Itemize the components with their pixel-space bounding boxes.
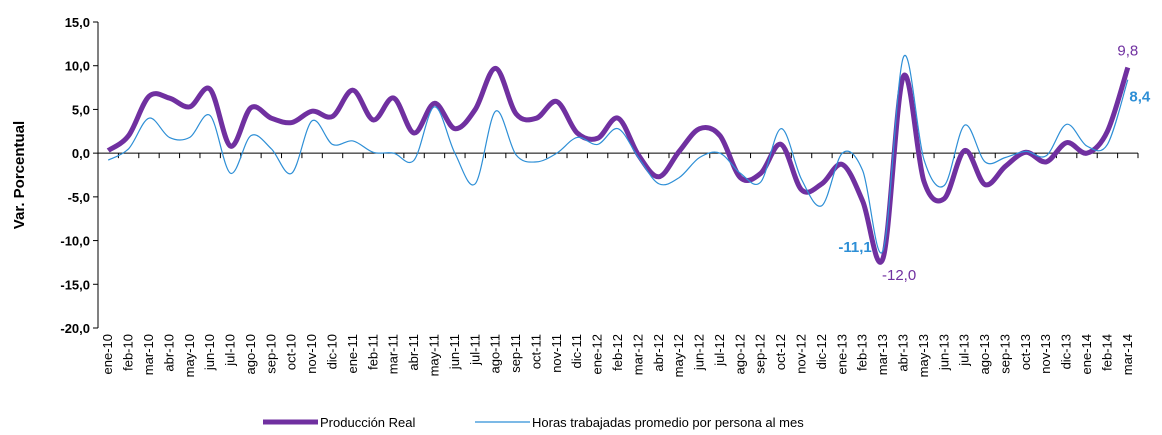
x-tick-label: ago-11: [488, 334, 503, 374]
x-tick-label: feb-11: [365, 334, 380, 370]
x-tick-label: dic-12: [814, 334, 829, 369]
x-tick-label: ene-12: [590, 334, 605, 374]
x-tick-label: jun-13: [936, 334, 951, 371]
x-tick-label: may-13: [916, 334, 931, 377]
y-tick-label: 0,0: [72, 146, 90, 161]
y-axis-title: Var. Porcentual: [11, 121, 28, 229]
x-tick-label: dic-11: [569, 334, 584, 368]
x-tick-label: oct-10: [284, 334, 299, 370]
x-tick-label: jul-10: [223, 334, 238, 367]
x-tick-label: may-10: [182, 334, 197, 377]
x-tick-label: jun-11: [447, 334, 462, 370]
y-tick-label: -20,0: [60, 321, 90, 336]
y-tick-label: -10,0: [60, 234, 90, 249]
x-tick-label: nov-11: [549, 334, 564, 373]
x-tick-label: jun-12: [692, 334, 707, 371]
data-label: 8,4: [1129, 89, 1151, 106]
y-tick-label: 15,0: [65, 15, 90, 30]
x-tick-label: mar-11: [386, 334, 401, 374]
x-tick-label: sep-12: [753, 334, 768, 374]
series-line: [107, 54, 1129, 254]
x-tick-label: ene-14: [1079, 334, 1094, 374]
x-tick-label: nov-12: [794, 334, 809, 374]
x-tick-label: sep-13: [997, 334, 1012, 374]
x-tick-label: feb-14: [1099, 334, 1114, 371]
x-tick-label: ago-10: [243, 334, 258, 374]
x-tick-label: feb-13: [855, 334, 870, 371]
x-tick-label: ene-11: [345, 334, 360, 374]
x-tick-label: may-12: [671, 334, 686, 377]
x-tick-label: may-11: [426, 334, 441, 376]
legend-label: Horas trabajadas promedio por persona al…: [532, 415, 804, 430]
x-tick-label: sep-11: [508, 334, 523, 373]
x-tick-label: oct-12: [773, 334, 788, 370]
x-tick-label: jul-13: [957, 334, 972, 367]
x-tick-label: nov-10: [304, 334, 319, 374]
x-tick-label: mar-10: [141, 334, 156, 375]
x-tick-label: mar-14: [1120, 334, 1135, 375]
x-tick-label: ago-13: [977, 334, 992, 374]
x-tick-label: oct-13: [1018, 334, 1033, 370]
data-label: 9,8: [1117, 42, 1138, 59]
x-tick-label: dic-10: [325, 334, 340, 369]
data-label: -11,1: [838, 239, 871, 256]
x-tick-label: abr-12: [651, 334, 666, 372]
x-tick-label: oct-11: [528, 334, 543, 369]
x-tick-label: abr-10: [161, 334, 176, 372]
y-tick-label: -5,0: [68, 190, 90, 205]
x-tick-label: abr-13: [895, 334, 910, 372]
y-tick-label: -15,0: [60, 277, 90, 292]
x-tick-label: dic-13: [1059, 334, 1074, 369]
x-tick-label: jun-10: [202, 334, 217, 371]
data-label: -12,0: [882, 267, 916, 284]
x-tick-label: jul-11: [467, 334, 482, 366]
y-tick-label: 10,0: [65, 59, 90, 74]
legend-label: Producción Real: [320, 415, 415, 430]
series-line: [106, 65, 1131, 265]
x-tick-label: abr-11: [406, 334, 421, 371]
x-tick-label: ago-12: [732, 334, 747, 374]
x-tick-label: jul-12: [712, 334, 727, 367]
x-tick-label: mar-13: [875, 334, 890, 375]
x-tick-label: feb-10: [121, 334, 136, 371]
x-tick-label: ene-10: [100, 334, 115, 374]
x-tick-label: feb-12: [610, 334, 625, 371]
x-tick-label: nov-13: [1038, 334, 1053, 374]
y-tick-label: 5,0: [72, 102, 90, 117]
x-tick-label: ene-13: [834, 334, 849, 374]
x-tick-label: sep-10: [263, 334, 278, 374]
x-tick-label: mar-12: [630, 334, 645, 375]
